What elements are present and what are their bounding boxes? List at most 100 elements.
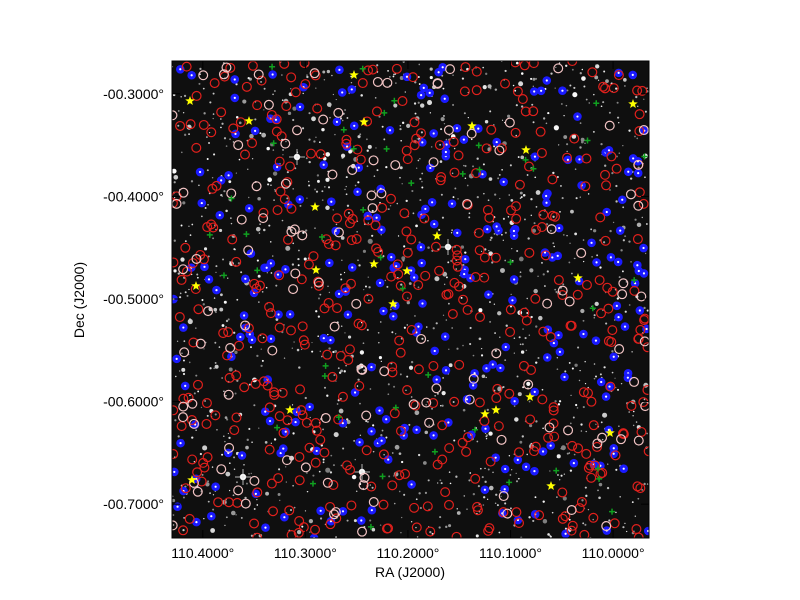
field-star: [535, 361, 538, 364]
field-star: [233, 468, 236, 471]
field-star: [226, 418, 229, 421]
red-circle-marker: [437, 420, 448, 431]
field-star: [543, 285, 546, 287]
red-circle-marker: [530, 441, 541, 452]
red-circle-marker: [462, 304, 473, 315]
field-star: [212, 508, 215, 511]
field-star: [182, 528, 185, 532]
red-circle-marker: [284, 505, 295, 516]
field-star: [267, 177, 272, 183]
field-star: [494, 193, 497, 196]
field-star: [286, 197, 289, 200]
field-star: [383, 454, 385, 456]
pink-circle-marker: [313, 277, 324, 288]
red-circle-marker: [278, 427, 289, 438]
field-star: [622, 526, 625, 529]
green-plus-marker: [530, 165, 537, 172]
red-circle-marker: [493, 421, 504, 432]
yellow-star-marker: [546, 481, 556, 490]
red-circle-marker: [512, 86, 523, 97]
green-plus-marker: [335, 414, 342, 421]
field-star: [528, 334, 531, 336]
blue-dot-core: [335, 120, 339, 123]
field-star: [273, 90, 276, 92]
field-star: [646, 483, 649, 485]
blue-dot-core: [512, 229, 516, 233]
red-circle-marker: [588, 420, 599, 431]
field-star: [472, 492, 476, 496]
blue-dot-core: [203, 265, 206, 268]
red-circle-marker: [635, 483, 646, 494]
field-star: [504, 259, 507, 262]
pink-circle-markers: [172, 62, 649, 537]
blue-dot-core: [561, 89, 564, 92]
red-circle-marker: [298, 335, 309, 346]
blue-dot-core: [392, 315, 395, 318]
field-star: [560, 474, 563, 477]
red-circle-marker: [180, 483, 191, 494]
blue-dot-core: [445, 143, 448, 146]
field-star: [484, 480, 487, 484]
field-star: [602, 413, 605, 416]
blue-dot-core: [540, 89, 543, 92]
field-star: [597, 79, 600, 81]
pink-circle-marker: [253, 69, 264, 80]
red-circle-marker: [344, 344, 355, 355]
field-star: [542, 273, 545, 276]
red-circle-marker: [346, 235, 357, 246]
blue-dot-core: [328, 261, 331, 264]
field-star: [279, 389, 282, 392]
pink-circle-marker: [333, 227, 344, 238]
field-star: [292, 432, 295, 435]
yellow-star-marker: [185, 96, 195, 105]
field-star: [535, 420, 538, 423]
field-star: [256, 499, 258, 501]
green-plus-marker: [274, 424, 281, 431]
red-circle-marker: [315, 434, 326, 445]
blue-dot-core: [195, 520, 198, 524]
field-star: [393, 385, 396, 388]
field-star: [403, 245, 406, 248]
field-star: [580, 430, 583, 432]
blue-dot-core: [619, 229, 622, 232]
green-plus-marker: [594, 465, 601, 472]
field-star: [620, 249, 623, 252]
field-star: [182, 112, 185, 114]
red-circle-marker: [454, 359, 465, 370]
field-star: [415, 498, 418, 501]
red-circle-marker: [474, 397, 485, 408]
field-star: [406, 300, 410, 305]
blue-dot-core: [422, 86, 425, 89]
pink-circle-marker: [466, 128, 477, 139]
field-star: [318, 470, 321, 473]
blue-dot-core: [253, 129, 257, 132]
red-circle-marker: [310, 417, 321, 428]
blue-dot-core: [370, 509, 373, 512]
field-star: [320, 444, 324, 447]
red-circle-marker: [580, 181, 591, 192]
red-circle-marker: [323, 239, 334, 250]
red-circle-marker: [505, 326, 516, 337]
blue-dot-core: [516, 518, 520, 522]
field-star: [282, 154, 284, 156]
field-star: [368, 286, 371, 289]
red-circle-marker: [470, 473, 481, 484]
red-circle-marker: [534, 510, 545, 521]
green-plus-marker: [631, 277, 638, 284]
red-circle-marker: [557, 290, 568, 301]
field-star: [243, 464, 245, 466]
red-circle-marker: [460, 62, 471, 73]
field-star: [509, 305, 513, 308]
field-star: [547, 533, 550, 536]
blue-dot-core: [375, 216, 378, 219]
field-star: [494, 349, 497, 352]
pink-circle-marker: [367, 203, 378, 214]
red-circle-marker: [410, 400, 421, 411]
field-star: [644, 252, 647, 255]
green-plus-marker: [270, 140, 277, 147]
green-plus-marker: [476, 166, 483, 173]
pink-circle-marker: [553, 63, 564, 74]
field-star: [301, 525, 304, 528]
field-star: [326, 102, 332, 107]
field-star: [418, 157, 421, 160]
